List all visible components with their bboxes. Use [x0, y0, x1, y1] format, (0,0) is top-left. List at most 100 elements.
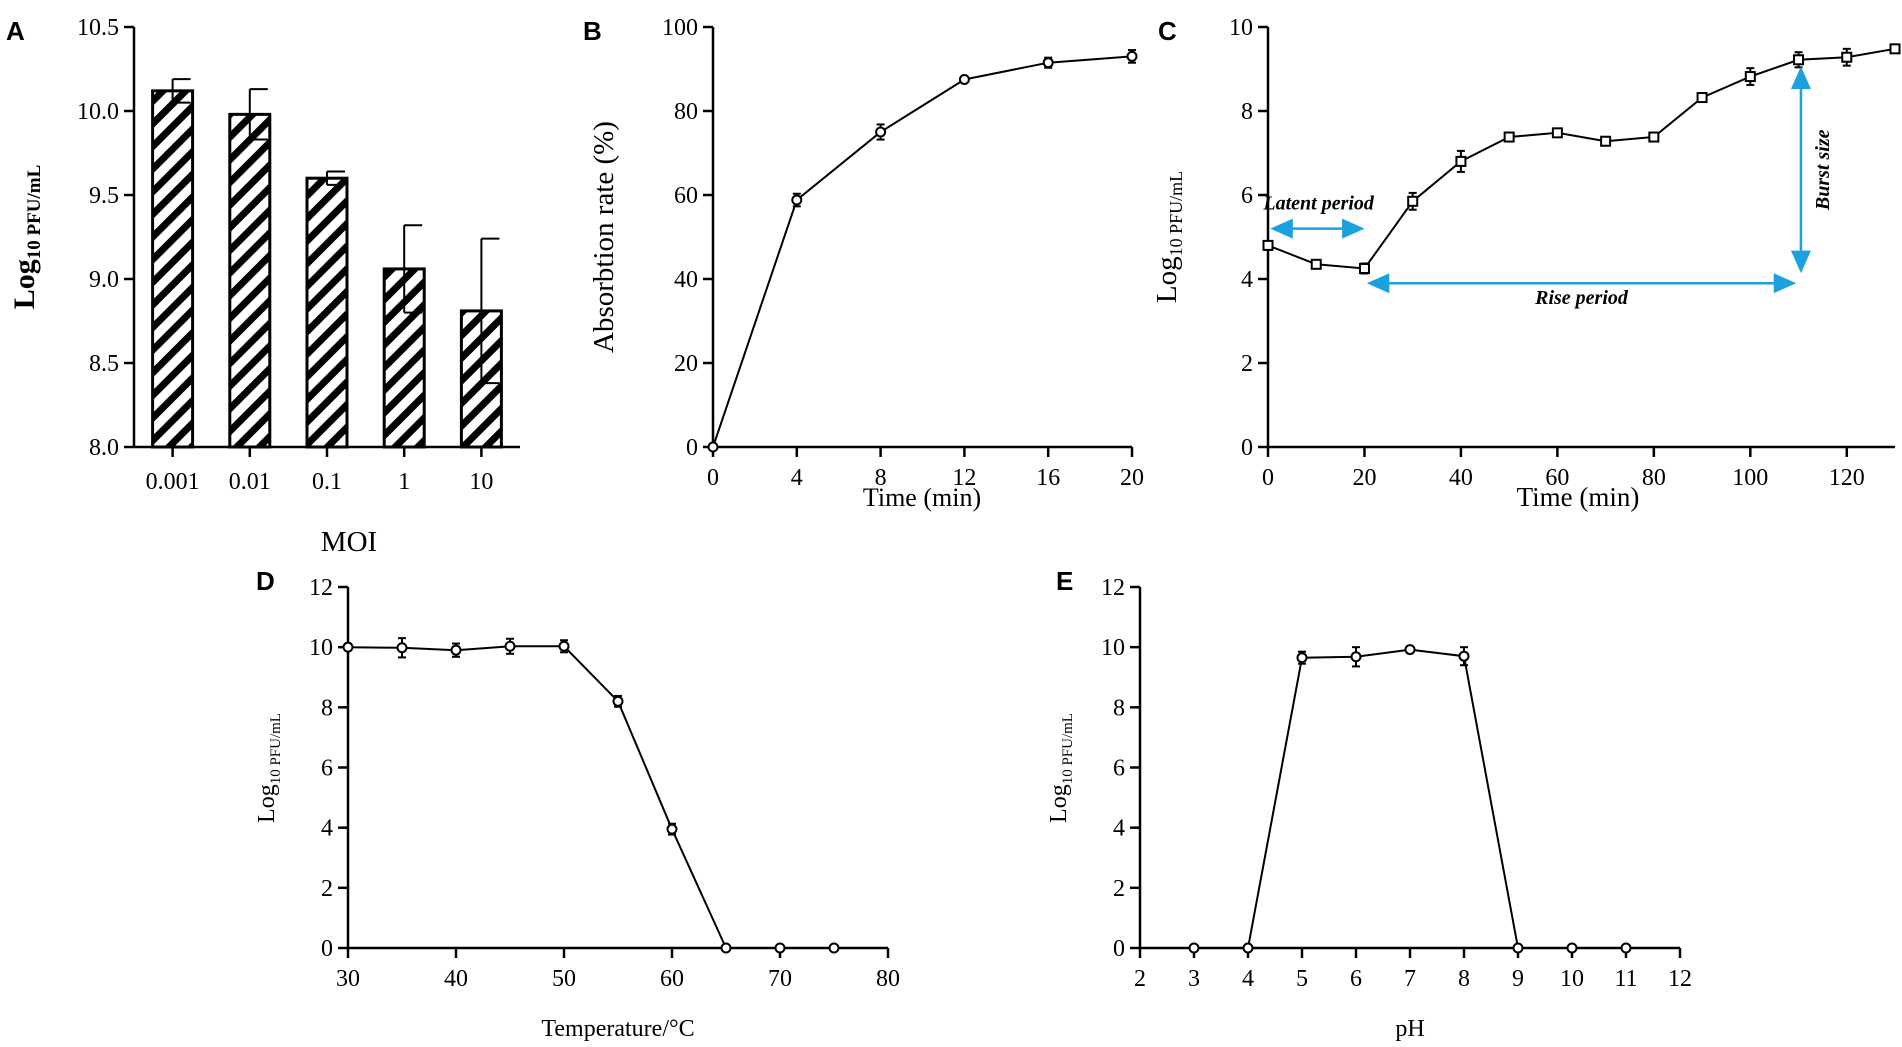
x-tick-label: 4 — [791, 465, 803, 491]
x-tick-label: 80 — [1642, 465, 1666, 491]
y-tick-label: 0 — [321, 936, 333, 962]
y-tick-label: 8 — [1113, 695, 1125, 721]
data-point — [774, 942, 786, 954]
x-tick-label: 120 — [1829, 465, 1865, 491]
x-tick-label: 30 — [336, 966, 360, 992]
y-tick-label: 9.5 — [89, 183, 119, 209]
data-point — [1551, 127, 1563, 139]
y-tick-label: 4 — [1113, 816, 1125, 842]
data-point — [504, 640, 516, 652]
y-tick-label: 2 — [1113, 876, 1125, 902]
y-tick-label: 2 — [1241, 351, 1253, 377]
data-point — [1350, 651, 1362, 663]
y-axis-title: Log10 PFU/mL — [1151, 171, 1186, 303]
y-tick-label: 8 — [321, 695, 333, 721]
data-point — [1262, 239, 1274, 251]
x-tick-label: 10 — [1560, 966, 1584, 992]
series-line — [347, 645, 834, 949]
data-point — [342, 641, 354, 653]
y-tick-label: 60 — [674, 183, 698, 209]
x-tick-label: 20 — [1120, 465, 1144, 491]
panel-letter-a: A — [6, 16, 25, 46]
x-tick-label: 11 — [1614, 966, 1637, 992]
y-tick-label: 2 — [321, 876, 333, 902]
data-point — [1458, 650, 1470, 662]
series-line — [1267, 47, 1896, 270]
y-tick-label: 10.5 — [77, 15, 119, 41]
data-point — [396, 642, 408, 654]
data-point — [828, 942, 840, 954]
data-point — [558, 640, 570, 652]
x-tick-label: 50 — [552, 966, 576, 992]
x-tick-label: 70 — [768, 966, 792, 992]
y-tick-label: 40 — [674, 267, 698, 293]
x-tick-label: 100 — [1732, 465, 1768, 491]
data-point — [1296, 652, 1308, 664]
y-tick-label: 6 — [1113, 756, 1125, 782]
y-tick-label: 100 — [662, 15, 698, 41]
y-tick-label: 12 — [1101, 575, 1125, 601]
x-tick-label: 10 — [469, 469, 493, 495]
x-tick-label: 7 — [1404, 966, 1416, 992]
y-tick-label: 4 — [321, 816, 333, 842]
x-tick-label: 8 — [1458, 966, 1470, 992]
data-point — [1358, 263, 1370, 274]
panel-letter-e: E — [1056, 566, 1073, 596]
y-tick-label: 8.5 — [89, 351, 119, 377]
x-tick-label: 3 — [1188, 966, 1200, 992]
data-point — [1503, 131, 1515, 143]
y-tick-label: 10 — [309, 635, 333, 661]
data-point — [791, 194, 803, 206]
x-tick-label: 80 — [876, 966, 900, 992]
x-tick-label: 16 — [1036, 465, 1060, 491]
y-tick-label: 12 — [309, 575, 333, 601]
x-tick-label: 0.001 — [146, 469, 200, 495]
y-axis-title: Absorbtion rate (%) — [588, 121, 620, 353]
data-point — [666, 823, 678, 835]
y-tick-label: 9.0 — [89, 267, 119, 293]
data-point — [1042, 57, 1054, 69]
y-tick-label: 0 — [1113, 936, 1125, 962]
x-tick-label: 5 — [1296, 966, 1308, 992]
x-tick-label: 40 — [1449, 465, 1473, 491]
x-tick-label: 12 — [952, 465, 976, 491]
data-point — [1455, 155, 1467, 167]
x-tick-label: 8 — [875, 465, 887, 491]
burst-size-label: Burst size — [1812, 129, 1834, 211]
panel-d-temperature-chart: D 0 2 4 6 8 10 12 30 40 50 60 70 80 Temperature/°C Log… — [254, 566, 900, 1042]
y-tick-label: 4 — [1241, 267, 1253, 293]
x-tick-label: 40 — [444, 966, 468, 992]
data-point — [707, 441, 719, 453]
data-point — [875, 126, 887, 138]
data-point — [1404, 644, 1416, 656]
x-tick-label: 60 — [660, 966, 684, 992]
y-axis-title: Log10 PFU/mL — [8, 165, 45, 309]
data-point — [1188, 942, 1200, 954]
x-tick-label: 9 — [1512, 966, 1524, 992]
data-point — [1600, 135, 1612, 147]
panel-letter-d: D — [256, 566, 275, 596]
series-line — [712, 55, 1133, 448]
data-point — [1310, 258, 1322, 270]
x-tick-label: 2 — [1134, 966, 1146, 992]
panel-letter-c: C — [1158, 16, 1177, 46]
data-point — [1841, 51, 1853, 63]
y-tick-label: 10 — [1229, 15, 1253, 41]
x-tick-label: 12 — [1668, 966, 1692, 992]
series-line — [1194, 648, 1626, 949]
x-tick-label: 1 — [398, 469, 410, 495]
x-tick-label: 60 — [1545, 465, 1569, 491]
data-point — [1512, 942, 1524, 954]
data-point — [1793, 54, 1805, 66]
data-point — [720, 942, 732, 954]
data-point — [1566, 942, 1578, 954]
data-point — [1126, 50, 1138, 62]
x-tick-label: 6 — [1350, 966, 1362, 992]
data-point — [1242, 942, 1254, 954]
y-tick-label: 6 — [1241, 183, 1253, 209]
data-point — [1648, 131, 1660, 143]
data-point — [1696, 92, 1708, 104]
